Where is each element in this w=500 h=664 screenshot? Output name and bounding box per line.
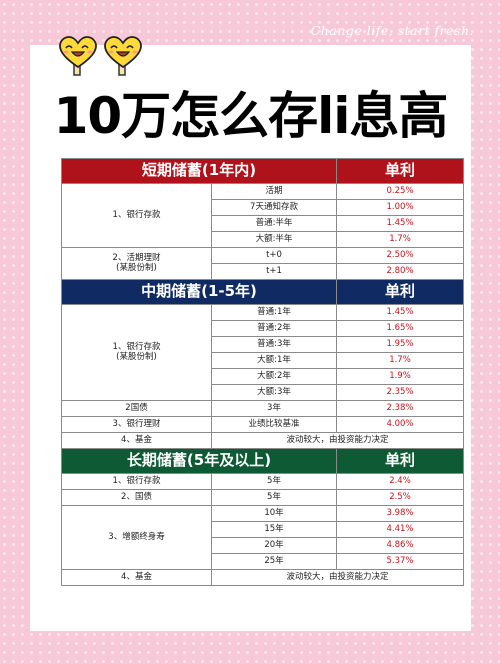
table-row: 2、国债 5年 2.5%	[61, 489, 464, 506]
rate-column-header: 单利	[336, 279, 464, 305]
rate-cell: 2.5%	[336, 489, 464, 506]
rate-cell: 2.38%	[336, 400, 464, 417]
product-cell: 普通:2年	[211, 320, 337, 337]
rate-cell: 1.95%	[336, 336, 464, 353]
rate-column-header: 单利	[336, 158, 464, 184]
category-cell: 1、银行存款	[61, 473, 212, 490]
product-cell: 5年	[211, 489, 337, 506]
section-header-long: 长期储蓄(5年及以上) 单利	[61, 448, 464, 474]
table-row: 7天通知存款 1.00%	[62, 199, 464, 216]
rate-cell: 3.98%	[336, 505, 464, 522]
table-row: 普通:2年 1.65%	[62, 320, 464, 337]
product-cell: 业绩比较基准	[211, 416, 337, 433]
rate-cell: 4.86%	[336, 537, 464, 554]
product-cell: 25年	[211, 553, 337, 570]
category-cell: 4、基金	[61, 569, 212, 586]
rate-cell: 1.7%	[336, 231, 464, 248]
table-row: 2、活期理财 (某股份制) t+0 2.50%	[61, 247, 464, 280]
merged-note-cell: 波动较大，由投资能力决定	[211, 569, 464, 586]
table-row: 1、银行存款 活期 0.25%	[61, 183, 464, 248]
table-row: 3、银行理财 业绩比较基准 4.00%	[61, 416, 464, 433]
product-cell: 7天通知存款	[211, 199, 337, 216]
category-cell: 4、基金	[61, 432, 212, 449]
product-cell: t+0	[211, 247, 337, 264]
rate-cell: 2.50%	[336, 247, 464, 264]
section-header-short: 短期储蓄(1年内) 单利	[61, 158, 464, 184]
rate-cell: 2.80%	[336, 263, 464, 280]
product-cell: 普通:半年	[211, 215, 337, 232]
category-cell: 1、银行存款 (某股份制)	[61, 304, 212, 401]
category-cell: 1、银行存款	[61, 183, 212, 248]
product-cell: 大额:1年	[211, 352, 337, 369]
rate-cell: 5.37%	[336, 553, 464, 570]
product-cell: 普通:1年	[211, 304, 337, 321]
rate-cell: 1.00%	[336, 199, 464, 216]
table-row: 普通:3年 1.95%	[62, 336, 464, 353]
rate-cell: 1.7%	[336, 352, 464, 369]
merged-note-cell: 波动较大，由投资能力决定	[211, 432, 464, 449]
table-row: 2国债 3年 2.38%	[61, 400, 464, 417]
rate-cell: 2.4%	[336, 473, 464, 490]
product-cell: 普通:3年	[211, 336, 337, 353]
table-row: 1、银行存款 5年 2.4%	[61, 473, 464, 490]
table-row: 1、银行存款 (某股份制) 普通:1年 1.45%	[61, 304, 464, 401]
rate-cell: 4.41%	[336, 521, 464, 538]
table-row: 大额:2年 1.9%	[62, 368, 464, 385]
category-cell: 3、银行理财	[61, 416, 212, 433]
savings-rate-table: 短期储蓄(1年内) 单利 1、银行存款 活期 0.25% 7天通知存款 1.00…	[61, 158, 464, 586]
table-row: 4、基金 波动较大，由投资能力决定	[61, 569, 464, 586]
table-row: 15年 4.41%	[62, 521, 464, 538]
rate-cell: 2.35%	[336, 384, 464, 401]
section-title: 长期储蓄(5年及以上)	[61, 448, 337, 474]
table-row: 4、基金 波动较大，由投资能力决定	[61, 432, 464, 449]
product-cell: 大额:3年	[211, 384, 337, 401]
section-header-mid: 中期储蓄(1-5年) 单利	[61, 279, 464, 305]
section-title: 中期储蓄(1-5年)	[61, 279, 337, 305]
product-cell: t+1	[211, 263, 337, 280]
product-cell: 15年	[211, 521, 337, 538]
rate-cell: 1.45%	[336, 215, 464, 232]
category-cell: 2国债	[61, 400, 212, 417]
category-cell: 2、国债	[61, 489, 212, 506]
product-cell: 5年	[211, 473, 337, 490]
product-cell: 3年	[211, 400, 337, 417]
rate-column-header: 单利	[336, 448, 464, 474]
smiley-heart-icon	[59, 36, 97, 76]
product-cell: 活期	[211, 183, 337, 200]
product-cell: 20年	[211, 537, 337, 554]
table-row: 3、增额终身寿 10年 3.98%	[61, 505, 464, 570]
slogan-line-2: The best is yet to come.	[311, 46, 474, 61]
rate-cell: 1.65%	[336, 320, 464, 337]
product-cell: 大额:半年	[211, 231, 337, 248]
slogan-line-1: Change life, start fresh.	[310, 23, 474, 38]
smiley-heart-icon	[104, 36, 142, 76]
category-cell: 3、增额终身寿	[61, 505, 212, 570]
product-cell: 大额:2年	[211, 368, 337, 385]
product-cell: 10年	[211, 505, 337, 522]
rate-cell: 0.25%	[336, 183, 464, 200]
page-title: 10万怎么存li息高	[53, 87, 449, 145]
rate-cell: 4.00%	[336, 416, 464, 433]
category-cell: 2、活期理财 (某股份制)	[61, 247, 212, 280]
rate-cell: 1.45%	[336, 304, 464, 321]
rate-cell: 1.9%	[336, 368, 464, 385]
section-title: 短期储蓄(1年内)	[61, 158, 337, 184]
table-row: 大额:半年 1.7%	[62, 231, 464, 248]
